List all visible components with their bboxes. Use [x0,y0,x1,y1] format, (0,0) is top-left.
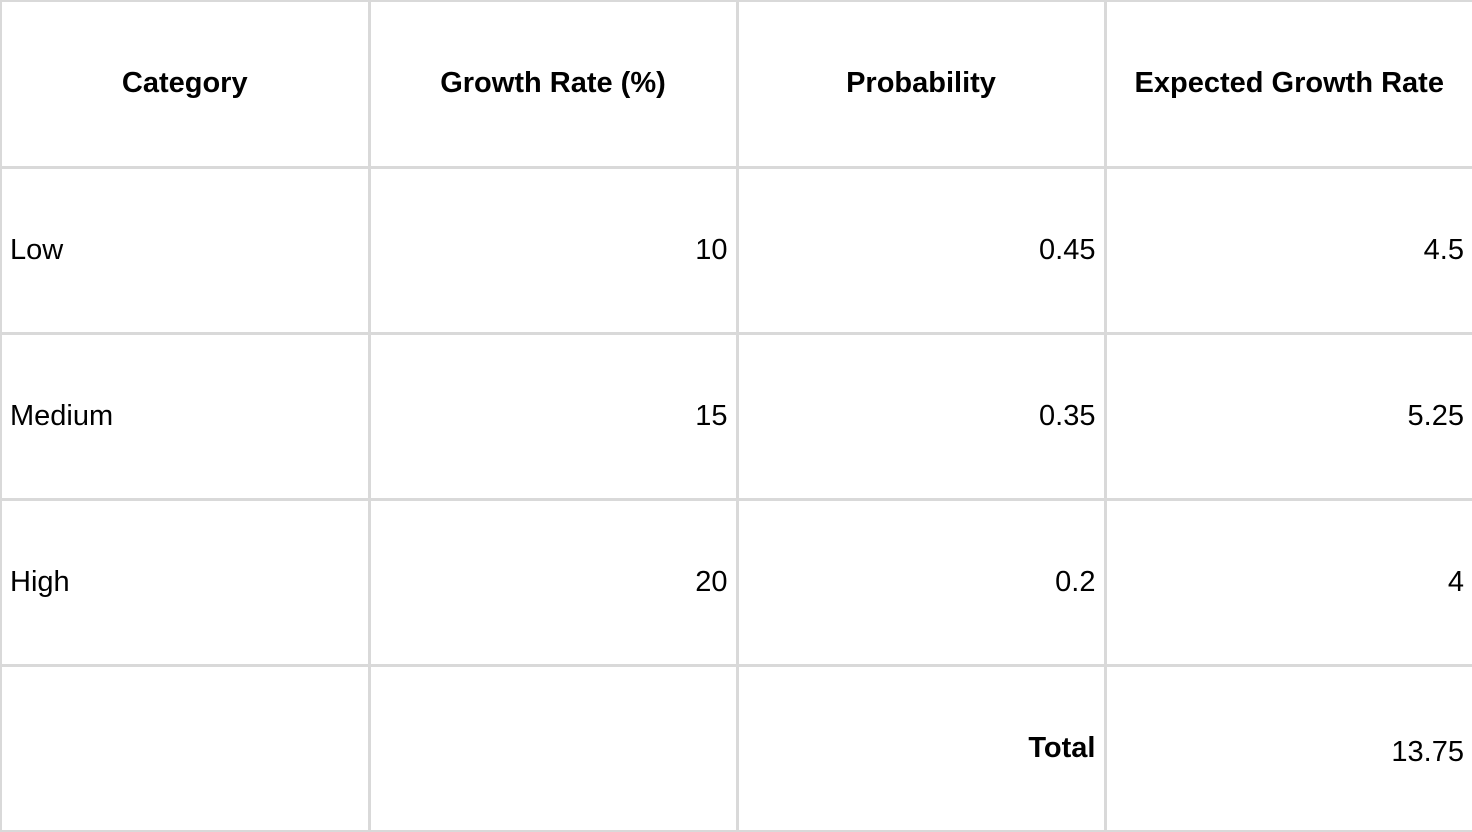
cell-category[interactable]: Medium [0,331,371,501]
cell-probability[interactable]: 0.2 [735,497,1107,667]
cell-growth-rate[interactable]: 10 [367,165,739,335]
header-probability[interactable]: Probability [735,0,1107,169]
cell-category[interactable]: High [0,497,371,667]
table-row: Low 10 0.45 4.5 [0,165,1472,335]
table-row: High 20 0.2 4 [0,497,1472,667]
cell-empty[interactable] [367,663,739,832]
total-row: Total 13.75 [0,663,1472,832]
header-row: Category Growth Rate (%) Probability Exp… [0,0,1472,169]
total-value[interactable]: 13.75 [1103,663,1472,832]
cell-probability[interactable]: 0.35 [735,331,1107,501]
cell-expected-growth-rate[interactable]: 4.5 [1103,165,1472,335]
cell-growth-rate[interactable]: 15 [367,331,739,501]
header-category[interactable]: Category [0,0,371,169]
cell-expected-growth-rate[interactable]: 5.25 [1103,331,1472,501]
cell-empty[interactable] [0,663,371,832]
table-row: Medium 15 0.35 5.25 [0,331,1472,501]
header-expected-growth-rate[interactable]: Expected Growth Rate [1103,0,1472,169]
header-growth-rate[interactable]: Growth Rate (%) [367,0,739,169]
total-label[interactable]: Total [735,663,1107,832]
cell-growth-rate[interactable]: 20 [367,497,739,667]
cell-expected-growth-rate[interactable]: 4 [1103,497,1472,667]
cell-category[interactable]: Low [0,165,371,335]
cell-probability[interactable]: 0.45 [735,165,1107,335]
